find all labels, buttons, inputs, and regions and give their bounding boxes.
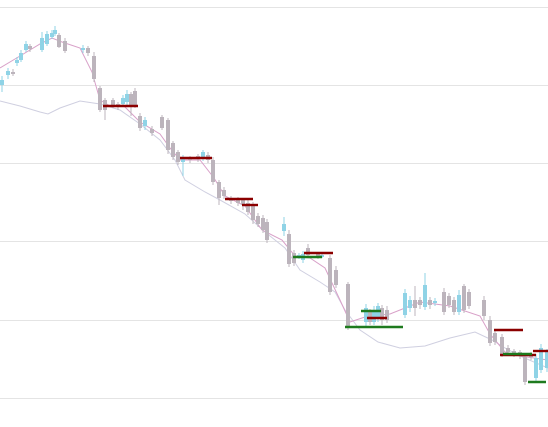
candle-body bbox=[261, 218, 265, 230]
candle-body bbox=[523, 357, 527, 382]
candle-body bbox=[467, 292, 471, 306]
candle-body bbox=[133, 91, 137, 106]
candle-body bbox=[482, 300, 486, 316]
candle-body bbox=[160, 117, 164, 128]
candle-body bbox=[0, 80, 4, 85]
candle-body bbox=[385, 310, 389, 320]
candle-body bbox=[166, 120, 170, 150]
candle-body bbox=[211, 160, 215, 182]
candle-body bbox=[181, 158, 185, 162]
ma-slow-line bbox=[0, 100, 548, 369]
candle-body bbox=[143, 120, 147, 126]
candle-body bbox=[86, 48, 90, 53]
candle-body bbox=[63, 41, 67, 51]
candle-body bbox=[265, 222, 269, 240]
candle-body bbox=[251, 205, 255, 220]
candle-body bbox=[408, 300, 412, 308]
candle-body bbox=[512, 351, 516, 354]
candle-body bbox=[457, 295, 461, 312]
candle-body bbox=[201, 152, 205, 158]
candle-body bbox=[442, 292, 446, 312]
candle-body bbox=[316, 254, 320, 256]
candle-body bbox=[506, 348, 510, 352]
candle-body bbox=[24, 44, 28, 50]
candle-body bbox=[403, 293, 407, 315]
candle-body bbox=[19, 53, 23, 60]
candle-body bbox=[328, 258, 332, 292]
candle-body bbox=[92, 56, 96, 79]
candle-body bbox=[334, 270, 338, 285]
candle-body bbox=[413, 300, 417, 308]
candle-body bbox=[493, 333, 497, 342]
candle-body bbox=[380, 308, 384, 320]
candle-body bbox=[452, 300, 456, 312]
candle-body bbox=[28, 46, 32, 49]
candle-body bbox=[241, 200, 245, 205]
candle-body bbox=[364, 308, 368, 322]
candle-body bbox=[81, 48, 85, 50]
candle-body bbox=[545, 352, 548, 368]
candle-body bbox=[418, 300, 422, 305]
candle-body bbox=[6, 71, 10, 75]
candles bbox=[0, 26, 548, 385]
candle-body bbox=[57, 35, 61, 47]
candle-body bbox=[138, 116, 142, 128]
candle-body bbox=[433, 301, 437, 303]
moving-averages bbox=[0, 37, 548, 369]
candle-body bbox=[45, 34, 49, 44]
candle-body bbox=[447, 296, 451, 305]
candle-body bbox=[256, 216, 260, 224]
candle-body bbox=[150, 129, 154, 133]
candle-body bbox=[500, 337, 504, 354]
ma-fast-line bbox=[0, 37, 548, 361]
candle-body bbox=[488, 320, 492, 343]
candle-body bbox=[40, 38, 44, 50]
candle-body bbox=[129, 94, 133, 107]
candle-body bbox=[287, 234, 291, 264]
candle-body bbox=[236, 200, 240, 203]
candle-body bbox=[423, 285, 427, 307]
candle-body bbox=[534, 358, 538, 378]
candle-body bbox=[50, 33, 54, 37]
candle-body bbox=[176, 152, 180, 162]
candle-body bbox=[282, 224, 286, 231]
gridlines bbox=[0, 7, 548, 399]
candle-body bbox=[111, 100, 115, 106]
candle-body bbox=[346, 284, 350, 326]
candle-body bbox=[462, 286, 466, 310]
candle-body bbox=[372, 310, 376, 322]
candle-body bbox=[121, 98, 125, 104]
candle-body bbox=[539, 348, 543, 370]
candle-body bbox=[246, 203, 250, 212]
candle-body bbox=[11, 72, 15, 74]
candle-body bbox=[53, 30, 57, 34]
candle-body bbox=[222, 190, 226, 196]
candle-body bbox=[217, 182, 221, 198]
candle-body bbox=[428, 300, 432, 305]
price-levels bbox=[103, 104, 548, 384]
candle-body bbox=[171, 143, 175, 157]
candle-body bbox=[15, 60, 19, 63]
candle-body bbox=[98, 88, 102, 110]
candle-body bbox=[306, 248, 310, 255]
candle-body bbox=[125, 94, 129, 102]
